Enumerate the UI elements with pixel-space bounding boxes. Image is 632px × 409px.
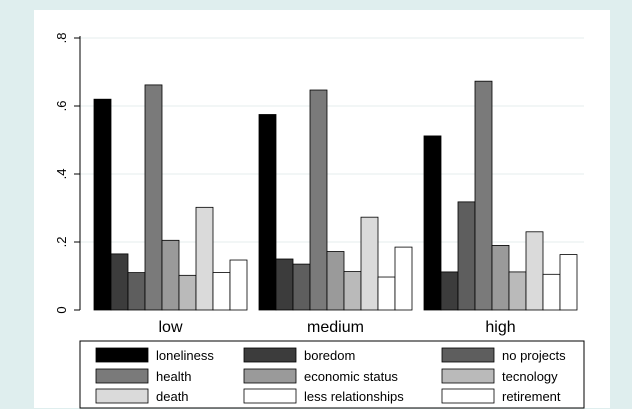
legend-swatch-less-relationships: [243, 388, 297, 404]
legend-swatch-economic-status: [243, 368, 297, 384]
bar-boredom-high: [440, 271, 459, 311]
bar-loneliness-medium: [258, 114, 277, 311]
bar-boredom-low: [110, 253, 129, 311]
category-label-high: high: [485, 319, 515, 336]
legend-label-no-projects: no projects: [502, 348, 566, 363]
legend-swatch-death: [95, 388, 149, 404]
bar-tecnology-low: [178, 274, 197, 311]
bar-health-low: [144, 84, 163, 311]
bar-retirement-high: [559, 254, 578, 311]
category-label-medium: medium: [307, 319, 364, 336]
legend-label-tecnology: tecnology: [502, 369, 558, 384]
y-tick-label: .2: [54, 237, 69, 248]
y-tick-label: 0: [54, 306, 69, 313]
bar-less-relationships-high: [542, 273, 561, 311]
bar-no-projects-low: [127, 272, 146, 311]
bar-no-projects-high: [457, 201, 476, 311]
bars: [93, 80, 578, 311]
legend-label-death: death: [156, 389, 189, 404]
y-tick-label: .6: [54, 101, 69, 112]
bar-economic-status-high: [491, 244, 510, 311]
bar-loneliness-low: [93, 98, 112, 311]
legend-label-less-relationships: less relationships: [304, 389, 404, 404]
legend-label-health: health: [156, 369, 191, 384]
bar-less-relationships-low: [212, 272, 231, 311]
legend-box: [79, 340, 585, 409]
bar-death-high: [525, 231, 544, 311]
bar-tecnology-medium: [343, 271, 362, 311]
legend-swatch-loneliness: [95, 347, 149, 363]
bar-tecnology-high: [508, 271, 527, 311]
legend-swatch-tecnology: [441, 368, 495, 384]
legend-swatch-boredom: [243, 347, 297, 363]
x-axis-labels: low medium high: [158, 319, 515, 336]
bar-loneliness-high: [423, 135, 442, 311]
bar-retirement-low: [229, 259, 248, 311]
legend-label-retirement: retirement: [502, 389, 561, 404]
bar-economic-status-low: [161, 239, 180, 311]
legend-swatch-health: [95, 368, 149, 384]
bar-death-low: [195, 206, 214, 311]
legend-label-economic-status: economic status: [304, 369, 398, 384]
category-label-low: low: [158, 319, 182, 336]
bar-no-projects-medium: [292, 263, 311, 311]
bar-boredom-medium: [275, 258, 294, 311]
bar-retirement-medium: [394, 246, 413, 311]
legend-swatch-retirement: [441, 388, 495, 404]
bar-health-medium: [309, 89, 328, 311]
bar-death-medium: [360, 216, 379, 311]
bar-economic-status-medium: [326, 251, 345, 311]
legend: loneliness boredom no projects health econom…: [79, 340, 585, 409]
legend-label-loneliness: loneliness: [156, 348, 214, 363]
y-tick-label: .8: [54, 33, 69, 44]
bar-less-relationships-medium: [377, 276, 396, 311]
y-tick-label: .4: [54, 169, 69, 180]
legend-label-boredom: boredom: [304, 348, 355, 363]
legend-swatch-no-projects: [441, 347, 495, 363]
bar-health-high: [474, 80, 493, 311]
y-axis: 0 .2 .4 .6 .8: [54, 33, 81, 314]
